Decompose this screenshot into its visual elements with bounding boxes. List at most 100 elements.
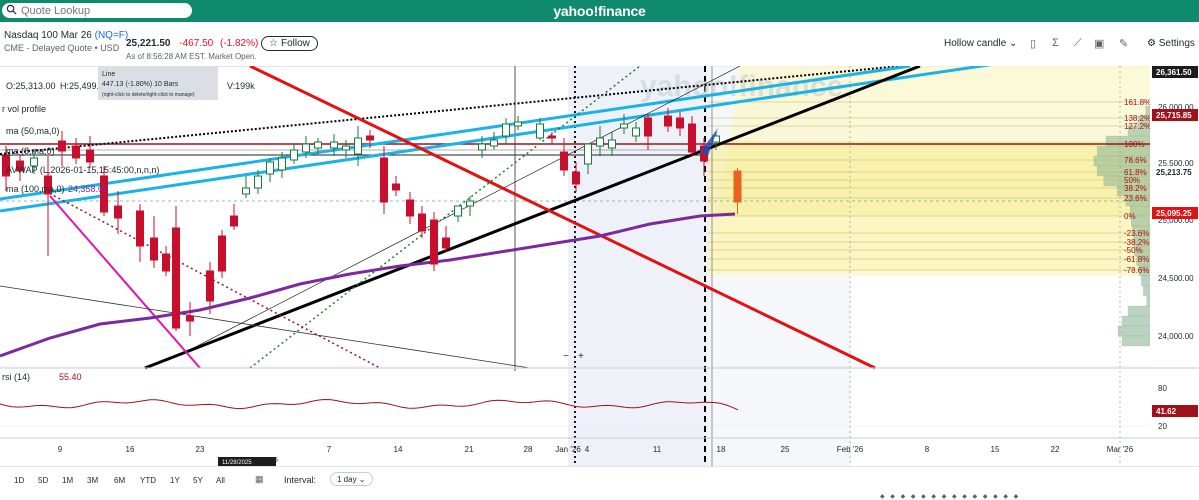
ma100-line[interactable]: [0, 212, 736, 358]
candle-body[interactable]: [278, 157, 286, 171]
candle-body[interactable]: [150, 237, 158, 261]
fib-label: 0%: [1124, 212, 1136, 221]
candle-body[interactable]: [100, 175, 108, 213]
volume-profile-bar: [1141, 275, 1151, 287]
zoom-out-button[interactable]: −: [563, 351, 569, 362]
trendline-blue-1[interactable]: [0, 66, 995, 213]
candle-body[interactable]: [584, 143, 592, 165]
indicator-ma50[interactable]: ma (50,ma,0): [6, 126, 60, 136]
candle-body[interactable]: [242, 187, 250, 195]
range-button-ytd[interactable]: YTD: [140, 476, 156, 485]
calendar-event-icon[interactable]: ▣: [1094, 38, 1105, 50]
candle-body[interactable]: [418, 213, 426, 232]
fib-zone-yellow: [708, 141, 1150, 216]
trendline-blue-2[interactable]: [0, 66, 911, 201]
rsi-label[interactable]: rsi (14): [2, 372, 30, 382]
candle-body[interactable]: [688, 123, 696, 153]
candle-body[interactable]: [596, 137, 604, 147]
trend-icon[interactable]: ⟋: [1074, 37, 1082, 49]
candle-body[interactable]: [454, 205, 462, 217]
candle-body[interactable]: [572, 171, 580, 185]
range-button-1y[interactable]: 1Y: [170, 476, 180, 485]
projection-shade: [568, 66, 708, 466]
candle-body[interactable]: [218, 235, 226, 272]
candle-body[interactable]: [266, 161, 274, 175]
candle-body[interactable]: [366, 135, 374, 141]
candle-body[interactable]: [330, 141, 338, 149]
candle-body[interactable]: [536, 123, 544, 139]
trendline-gray[interactable]: [0, 285, 531, 369]
candle-body[interactable]: [342, 145, 350, 151]
indicator-vol-profile[interactable]: r vol profile: [2, 104, 46, 114]
candle-body[interactable]: [86, 149, 94, 163]
follow-button[interactable]: ☆ Follow: [261, 36, 318, 51]
trendline-green-dotted[interactable]: [249, 66, 641, 369]
date-badge: 11/28/2025: [222, 460, 252, 466]
trendline-red-dotted[interactable]: [44, 190, 381, 369]
range-button-5d[interactable]: 5D: [38, 476, 49, 485]
settings-button[interactable]: ⚙ Settings: [1147, 38, 1195, 49]
candle-body[interactable]: [406, 199, 414, 217]
price-chart[interactable]: yahoo!finance O:25,313.00 H:25,499. V:19…: [0, 66, 1199, 466]
indicator-ma8[interactable]: ma (8,ma,0): [6, 146, 55, 156]
candle-body[interactable]: [44, 175, 52, 195]
candle-body[interactable]: [490, 139, 498, 147]
candle-body[interactable]: [608, 139, 616, 149]
candle-body[interactable]: [620, 123, 628, 129]
candle-body[interactable]: [58, 140, 66, 152]
candle-body[interactable]: [560, 151, 568, 171]
candle-body[interactable]: [644, 117, 652, 137]
candle-body[interactable]: [380, 157, 388, 203]
candle-body[interactable]: [466, 200, 474, 207]
rsi-line[interactable]: [0, 398, 739, 411]
candle-body[interactable]: [548, 135, 556, 139]
range-button-3m[interactable]: 3M: [87, 476, 99, 485]
candle-body[interactable]: [676, 117, 684, 129]
candle-body[interactable]: [442, 237, 450, 249]
candle-body[interactable]: [172, 227, 180, 329]
indicator-avwap[interactable]: AVWAP (L,2026-01-15,15:45:00,n,n,n): [6, 165, 159, 175]
range-button-6m[interactable]: 6M: [114, 476, 126, 485]
trendline-magenta[interactable]: [49, 195, 201, 369]
candle-body[interactable]: [254, 175, 262, 189]
candle-body[interactable]: [354, 137, 362, 155]
candle-body[interactable]: [290, 149, 298, 161]
candle-body[interactable]: [478, 143, 486, 151]
chart-type-dropdown[interactable]: Hollow candle ⌄: [944, 38, 1017, 49]
range-button-1m[interactable]: 1M: [62, 476, 74, 485]
range-button-5y[interactable]: 5Y: [193, 476, 203, 485]
candle-body[interactable]: [30, 157, 38, 167]
candle-body[interactable]: [72, 145, 80, 159]
candle-body[interactable]: [206, 270, 214, 302]
candle-body[interactable]: [314, 141, 322, 149]
trendline-dotted-upper[interactable]: [0, 66, 901, 155]
range-button-all[interactable]: All: [216, 476, 225, 485]
search-box[interactable]: [2, 3, 192, 18]
candle-body[interactable]: [136, 210, 144, 247]
candle-body[interactable]: [186, 315, 194, 322]
candle-body[interactable]: [632, 127, 640, 137]
candle-body[interactable]: [16, 160, 24, 172]
zoom-in-button[interactable]: +: [578, 351, 584, 362]
indicator-icon[interactable]: Σ: [1052, 37, 1059, 49]
pen-icon[interactable]: ✎: [1119, 38, 1129, 50]
candle-body[interactable]: [430, 219, 438, 265]
candle-body[interactable]: [502, 123, 510, 137]
trendline-red[interactable]: [249, 66, 876, 370]
calendar-icon[interactable]: ▦: [255, 474, 264, 484]
candle-body[interactable]: [114, 205, 122, 219]
candle-body[interactable]: [302, 143, 310, 153]
trendline-black[interactable]: [144, 66, 921, 370]
candle-body[interactable]: [230, 215, 238, 227]
candle-body[interactable]: [664, 115, 672, 127]
candle-body[interactable]: [392, 183, 400, 191]
candle-body[interactable]: [514, 121, 522, 127]
candle-body[interactable]: [162, 253, 170, 272]
range-button-1d[interactable]: 1D: [14, 476, 25, 485]
search-input[interactable]: [17, 4, 181, 17]
candle-body[interactable]: [2, 155, 10, 177]
quote-symbol[interactable]: (NQ=F): [94, 30, 129, 41]
indicator-ma100[interactable]: ma (100,ma,0): [6, 184, 65, 194]
interval-dropdown[interactable]: 1 day ⌄: [330, 472, 373, 486]
doc-icon[interactable]: ▯: [1030, 38, 1037, 50]
